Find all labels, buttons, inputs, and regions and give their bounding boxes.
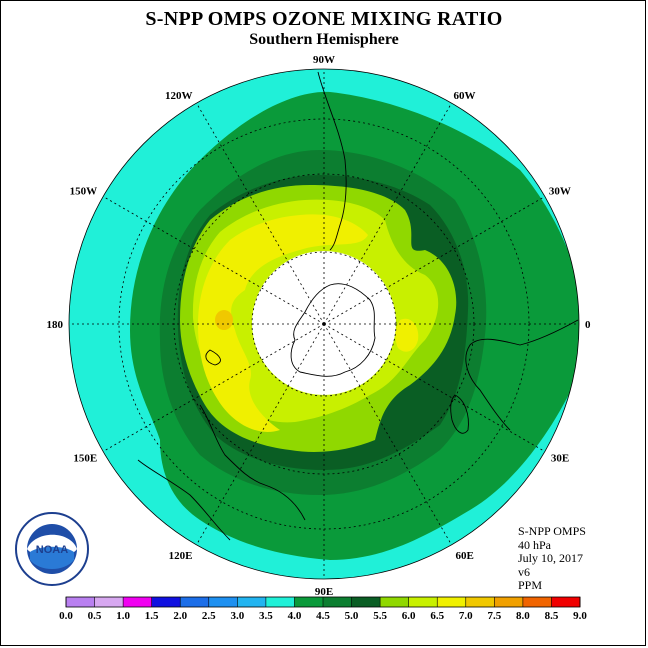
colorbar-swatch	[522, 597, 552, 607]
ozone-field	[69, 69, 579, 579]
longitude-label: 90E	[315, 586, 333, 598]
colorbar-tick-label: 2.0	[173, 610, 187, 622]
colorbar-tick-label: 4.5	[316, 610, 330, 622]
africa-coast	[465, 319, 579, 431]
longitude-label: 30E	[551, 453, 569, 465]
longitude-label: 30W	[549, 186, 571, 198]
colorbar-tick-label: 4.0	[288, 610, 302, 622]
info-product: S-NPP OMPS	[518, 524, 586, 538]
colorbar-swatch	[294, 597, 324, 607]
colorbar-tick-label: 0.0	[59, 610, 73, 622]
info-units: PPM	[518, 578, 543, 592]
longitude-label: 150E	[73, 453, 97, 465]
colorbar-swatch	[265, 597, 295, 607]
colorbar-tick-label: 7.0	[459, 610, 473, 622]
info-date: July 10, 2017	[518, 551, 584, 565]
colorbar-tick-label: 9.0	[573, 610, 587, 622]
coastlines	[137, 71, 579, 541]
map-subtitle: Southern Hemisphere	[249, 31, 399, 48]
colorbar: 0.0 0.5 1.0 1.5 2.0 2.5 3.0 3.5 4.0 4.5 5.0 5.5 6.0 6…	[59, 596, 587, 622]
colorbar-tick-label: 3.5	[259, 610, 273, 622]
longitude-label: 60W	[454, 90, 476, 102]
longitude-label: 120E	[169, 550, 193, 562]
ozone-contour-6.5b	[395, 318, 419, 352]
noaa-logo-text: NOAA	[36, 544, 68, 556]
longitude-label: 180	[47, 319, 64, 331]
colorbar-swatch	[551, 597, 581, 607]
info-version: v6	[518, 564, 530, 579]
colorbar-tick-label: 5.0	[345, 610, 359, 622]
longitude-label: 150W	[70, 186, 98, 198]
colorbar-swatch	[151, 597, 181, 607]
colorbar-tick-label: 7.5	[487, 610, 501, 622]
colorbar-tick-label: 2.5	[202, 610, 216, 622]
longitude-labels: 90W 60W 30W 0 30E 60E 90E 120E 150E 180 150W 120W	[47, 54, 592, 598]
colorbar-swatch	[208, 597, 238, 607]
antarctica-coast	[290, 283, 376, 377]
latitude-circle	[173, 173, 475, 475]
colorbar-tick-label: 6.5	[430, 610, 444, 622]
colorbar-tick-label: 1.5	[145, 610, 159, 622]
colorbar-tick-label: 0.5	[88, 610, 102, 622]
latitude-circle	[118, 118, 530, 530]
new-zealand-coast	[205, 349, 221, 366]
colorbar-swatch	[180, 597, 210, 607]
ozone-contour-7.0	[215, 310, 233, 330]
colorbar-swatch	[66, 597, 96, 607]
colorbar-swatch	[437, 597, 467, 607]
graticule	[69, 69, 579, 579]
longitude-label: 120W	[165, 90, 193, 102]
noaa-logo: NOAA	[15, 512, 89, 586]
colorbar-tick-label: 6.0	[402, 610, 416, 622]
colorbar-swatch	[323, 597, 353, 607]
colorbar-swatch	[237, 597, 267, 607]
colorbar-tick-label: 1.0	[116, 610, 130, 622]
colorbar-tick-label: 5.5	[373, 610, 387, 622]
latitude-circle	[251, 251, 397, 397]
colorbar-tick-label: 8.0	[516, 610, 530, 622]
colorbar-swatch	[465, 597, 495, 607]
longitude-label: 0	[585, 319, 591, 331]
australia-coast	[199, 404, 306, 521]
colorbar-swatch	[123, 597, 153, 607]
map-title: S-NPP OMPS OZONE MIXING RATIO	[145, 8, 503, 30]
south-america-coast	[317, 71, 347, 251]
colorbar-swatch	[408, 597, 438, 607]
colorbar-swatch	[380, 597, 410, 607]
longitude-label: 60E	[456, 550, 474, 562]
map-info: S-NPP OMPS 40 hPa July 10, 2017 v6 PPM	[518, 524, 586, 593]
indonesia-coast	[137, 459, 231, 541]
info-level: 40 hPa	[518, 537, 551, 552]
longitude-label: 90W	[313, 54, 335, 66]
colorbar-swatch	[94, 597, 124, 607]
colorbar-tick-label: 8.5	[545, 610, 559, 622]
map-border	[68, 68, 580, 580]
colorbar-tick-label: 3.0	[230, 610, 244, 622]
madagascar-coast	[450, 394, 469, 434]
colorbar-swatch	[494, 597, 524, 607]
colorbar-swatch	[351, 597, 381, 607]
ozone-contour-6.5	[198, 214, 368, 432]
